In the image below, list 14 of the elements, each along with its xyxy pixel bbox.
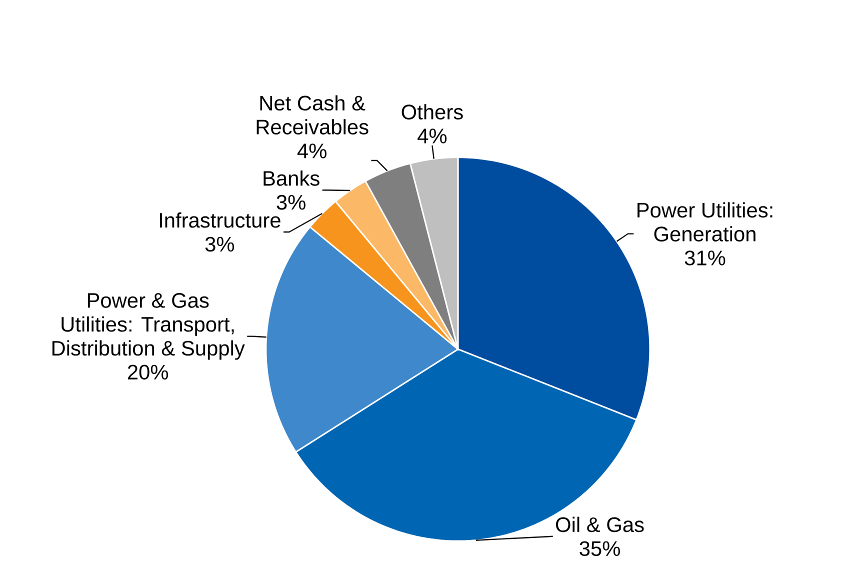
slice-label: Net Cash & Receivables xyxy=(256,95,368,134)
data-label: 20% xyxy=(128,364,168,380)
slice-label: Oil & Gas xyxy=(556,516,644,532)
data-label: 35% xyxy=(580,541,620,556)
data-label: 4% xyxy=(297,144,326,158)
slice-label: Power Utilities: Generation xyxy=(638,202,772,242)
data-label: 31% xyxy=(684,250,726,266)
slice-label: Infrastructure xyxy=(160,212,280,228)
data-label: 4% xyxy=(418,128,447,144)
data-label: 3% xyxy=(205,236,234,252)
slice-label: Others xyxy=(402,104,463,120)
data-label: 3% xyxy=(276,194,306,210)
slice-label: Banks xyxy=(264,170,320,186)
slice-label: Power & Gas Utilities: Transport, Distribution & Supply xyxy=(52,293,245,360)
